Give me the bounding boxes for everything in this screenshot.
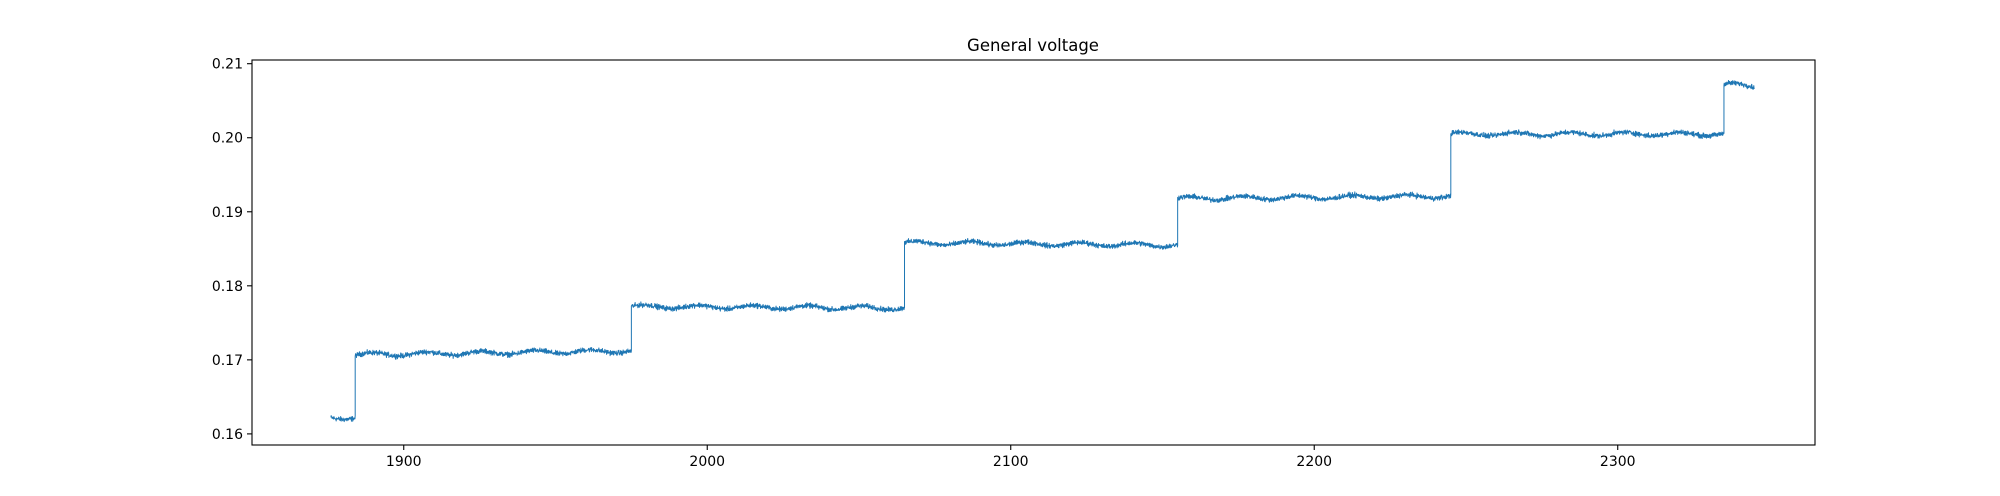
x-tick-label: 2300	[1600, 454, 1636, 470]
y-tick-label: 0.21	[212, 57, 243, 73]
series-layer	[330, 79, 1755, 423]
y-axis-ticks: 0.16 0.17 0.18 0.19 0.20 0.21	[212, 57, 252, 443]
axes-frame	[251, 59, 1816, 446]
x-tick-label: 2200	[1296, 454, 1332, 470]
chart-title: General voltage	[967, 36, 1099, 55]
x-tick-label: 2000	[689, 454, 725, 470]
y-tick-label: 0.19	[212, 205, 243, 221]
x-tick-label: 2100	[993, 454, 1029, 470]
x-tick-label: 1900	[386, 454, 422, 470]
y-tick-label: 0.16	[212, 427, 243, 443]
voltage-series-line	[330, 79, 1755, 423]
x-axis-ticks: 1900 2000 2100 2200 2300	[386, 445, 1636, 470]
y-tick-label: 0.18	[212, 279, 243, 295]
y-tick-label: 0.20	[212, 131, 243, 147]
y-tick-label: 0.17	[212, 353, 243, 369]
